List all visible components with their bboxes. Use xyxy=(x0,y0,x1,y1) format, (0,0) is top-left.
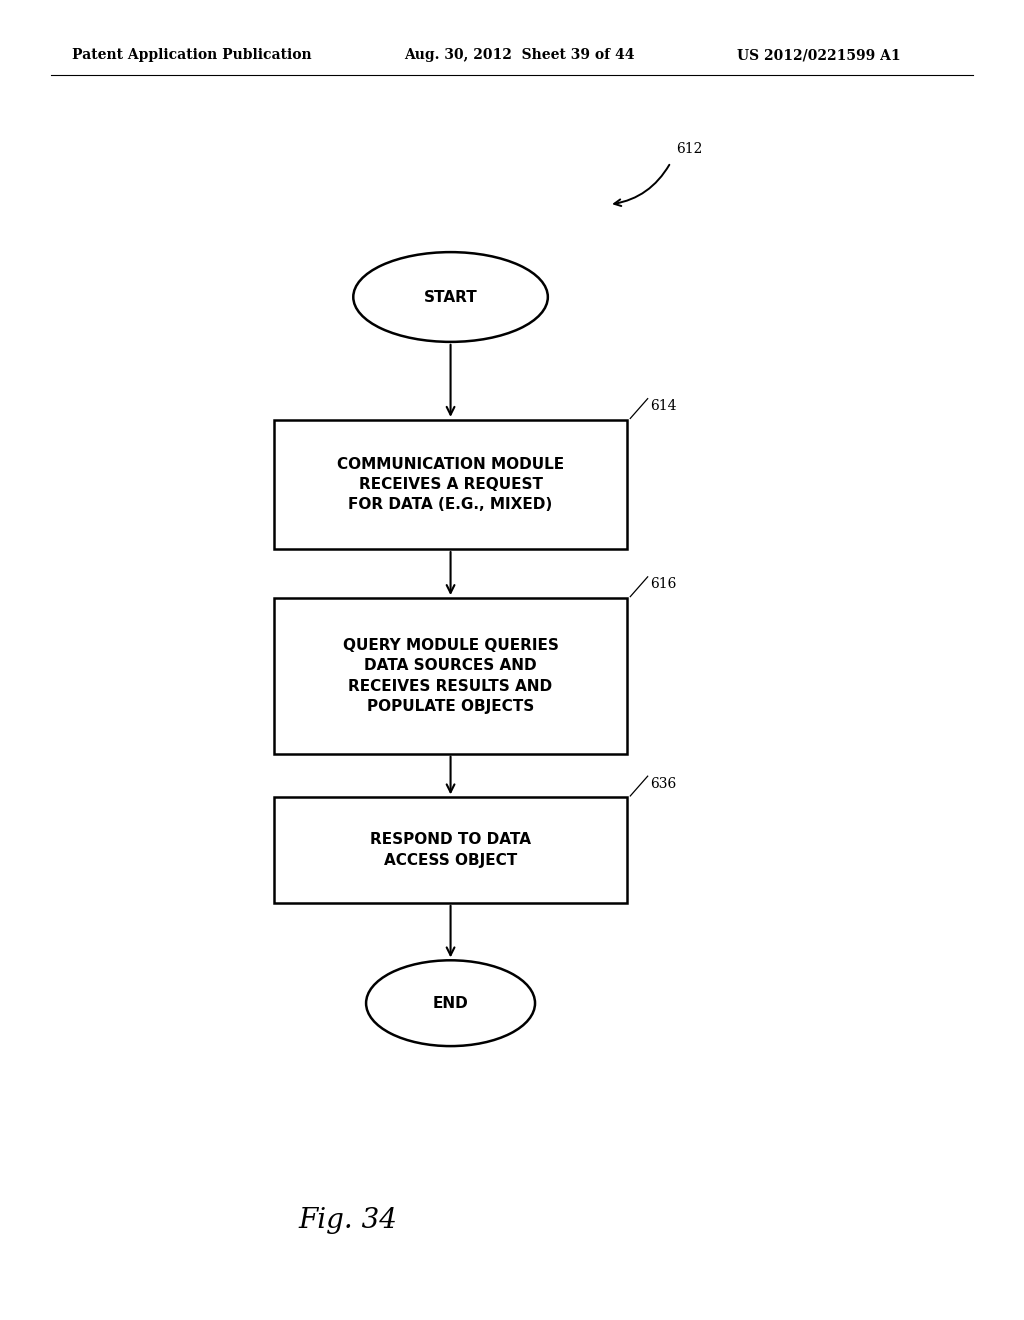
Ellipse shape xyxy=(367,961,535,1045)
Text: COMMUNICATION MODULE
RECEIVES A REQUEST
FOR DATA (E.G., MIXED): COMMUNICATION MODULE RECEIVES A REQUEST … xyxy=(337,457,564,512)
Ellipse shape xyxy=(353,252,548,342)
Bar xyxy=(274,598,627,754)
Text: 612: 612 xyxy=(676,141,702,156)
Text: US 2012/0221599 A1: US 2012/0221599 A1 xyxy=(737,49,901,62)
Text: QUERY MODULE QUERIES
DATA SOURCES AND
RECEIVES RESULTS AND
POPULATE OBJECTS: QUERY MODULE QUERIES DATA SOURCES AND RE… xyxy=(343,638,558,714)
Text: RESPOND TO DATA
ACCESS OBJECT: RESPOND TO DATA ACCESS OBJECT xyxy=(370,833,531,867)
Text: 616: 616 xyxy=(650,577,676,591)
Text: 614: 614 xyxy=(650,399,676,413)
Bar xyxy=(274,797,627,903)
Text: Aug. 30, 2012  Sheet 39 of 44: Aug. 30, 2012 Sheet 39 of 44 xyxy=(404,49,635,62)
Text: Patent Application Publication: Patent Application Publication xyxy=(72,49,311,62)
Text: 636: 636 xyxy=(650,776,676,791)
Text: END: END xyxy=(433,995,468,1011)
Text: Fig. 34: Fig. 34 xyxy=(299,1208,397,1234)
Text: START: START xyxy=(424,289,477,305)
Bar xyxy=(274,420,627,549)
